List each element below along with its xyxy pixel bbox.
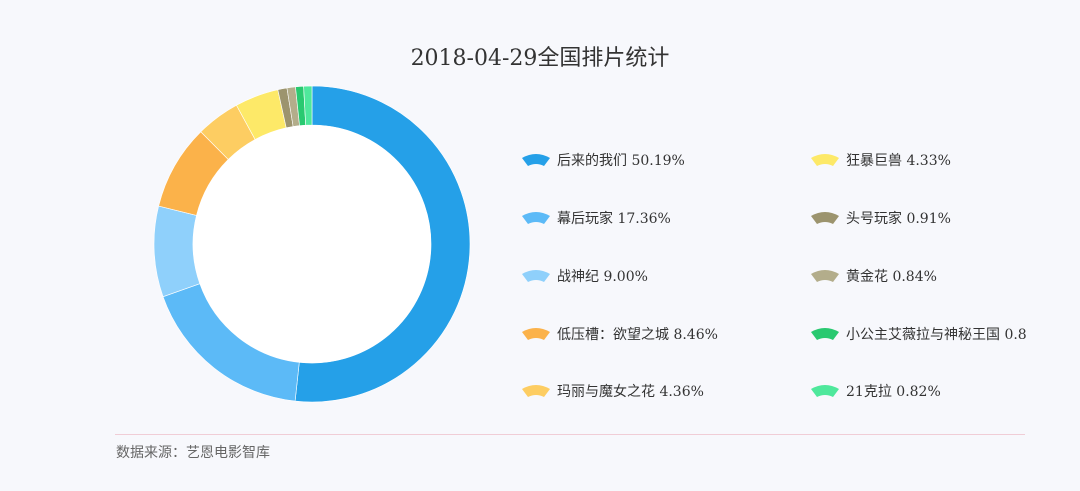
legend-value: 8.46% bbox=[673, 327, 718, 343]
legend-label: 小公主艾薇拉与神秘王国 0.8 bbox=[846, 324, 1027, 344]
legend-label: 后来的我们 50.19% bbox=[557, 150, 685, 170]
legend-fan-icon bbox=[811, 154, 839, 166]
legend-swatch bbox=[811, 328, 839, 340]
legend-label: 21克拉 0.82% bbox=[846, 381, 941, 401]
legend-label: 头号玩家 0.91% bbox=[846, 208, 951, 228]
legend-item[interactable]: 小公主艾薇拉与神秘王国 0.8 bbox=[810, 324, 1038, 344]
legend-series-name: 战神纪 bbox=[557, 269, 599, 285]
legend-item[interactable]: 头号玩家 0.91% bbox=[810, 208, 1038, 228]
divider bbox=[115, 434, 1025, 435]
legend-swatch bbox=[522, 154, 550, 166]
legend-series-name: 后来的我们 bbox=[557, 153, 627, 169]
legend-series-name: 黄金花 bbox=[846, 269, 888, 285]
legend-value: 4.36% bbox=[659, 384, 704, 400]
legend-series-name: 低压槽：欲望之城 bbox=[557, 327, 669, 343]
legend-value: 0.82% bbox=[896, 384, 941, 400]
legend-series-name: 狂暴巨兽 bbox=[846, 153, 902, 169]
legend-swatch bbox=[811, 385, 839, 397]
legend-swatch bbox=[522, 385, 550, 397]
legend-swatch bbox=[811, 270, 839, 282]
legend-label: 幕后玩家 17.36% bbox=[557, 208, 671, 228]
legend-fan-icon bbox=[522, 154, 550, 166]
legend-item[interactable]: 玛丽与魔女之花 4.36% bbox=[521, 381, 791, 401]
legend-label: 玛丽与魔女之花 4.36% bbox=[557, 381, 704, 401]
legend-fan-icon bbox=[811, 385, 839, 397]
legend-item[interactable]: 幕后玩家 17.36% bbox=[521, 208, 791, 228]
legend-value: 0.8 bbox=[1004, 327, 1027, 343]
legend-series-name: 玛丽与魔女之花 bbox=[557, 384, 655, 400]
legend-item[interactable]: 后来的我们 50.19% bbox=[521, 150, 791, 170]
legend-item[interactable]: 21克拉 0.82% bbox=[810, 381, 1038, 401]
legend-label: 狂暴巨兽 4.33% bbox=[846, 150, 951, 170]
legend-fan-icon bbox=[522, 212, 550, 224]
legend-swatch bbox=[811, 212, 839, 224]
legend-fan-icon bbox=[522, 385, 550, 397]
legend-value: 0.84% bbox=[892, 269, 937, 285]
legend-value: 4.33% bbox=[906, 153, 951, 169]
legend-label: 战神纪 9.00% bbox=[557, 266, 648, 286]
legend-swatch bbox=[522, 212, 550, 224]
legend-item[interactable]: 黄金花 0.84% bbox=[810, 266, 1038, 286]
legend-series-name: 21克拉 bbox=[846, 384, 892, 400]
legend-item[interactable]: 低压槽：欲望之城 8.46% bbox=[521, 324, 791, 344]
legend-fan-icon bbox=[811, 212, 839, 224]
legend-value: 9.00% bbox=[603, 269, 648, 285]
legend-series-name: 头号玩家 bbox=[846, 211, 902, 227]
donut-hole bbox=[193, 125, 431, 363]
legend-fan-icon bbox=[522, 328, 550, 340]
legend-swatch bbox=[522, 270, 550, 282]
legend-fan-icon bbox=[811, 328, 839, 340]
legend-swatch bbox=[522, 328, 550, 340]
legend-series-name: 小公主艾薇拉与神秘王国 bbox=[846, 327, 1000, 343]
legend-swatch bbox=[811, 154, 839, 166]
legend-label: 黄金花 0.84% bbox=[846, 266, 937, 286]
chart-title: 2018-04-29全国排片统计 bbox=[410, 46, 670, 71]
legend-fan-icon bbox=[811, 270, 839, 282]
legend-item[interactable]: 狂暴巨兽 4.33% bbox=[810, 150, 1038, 170]
legend-fan-icon bbox=[522, 270, 550, 282]
data-source: 数据来源：艺恩电影智库 bbox=[116, 445, 270, 461]
legend-value: 17.36% bbox=[617, 211, 671, 227]
legend-value: 0.91% bbox=[906, 211, 951, 227]
legend-series-name: 幕后玩家 bbox=[557, 211, 613, 227]
legend-label: 低压槽：欲望之城 8.46% bbox=[557, 324, 718, 344]
legend-value: 50.19% bbox=[631, 153, 685, 169]
legend-item[interactable]: 战神纪 9.00% bbox=[521, 266, 791, 286]
